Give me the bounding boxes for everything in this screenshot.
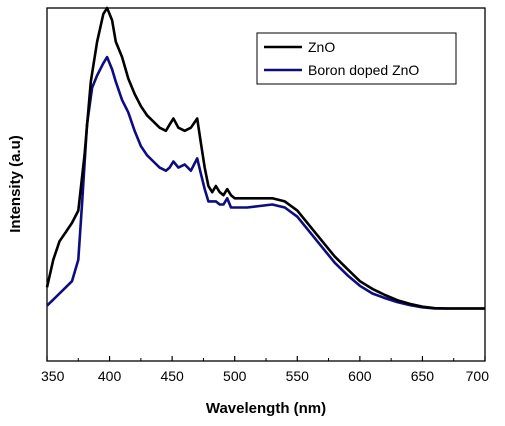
x-tick-label: 450 (160, 368, 184, 384)
legend-label-zno: ZnO (308, 39, 335, 55)
legend-label-boron-doped-zno: Boron doped ZnO (308, 62, 419, 78)
x-ticks-layer: 350 400 450 500 550 600 650 700 (41, 356, 489, 384)
x-axis-title: Wavelength (nm) (206, 400, 326, 417)
x-tick-label: 500 (223, 368, 247, 384)
x-tick-label: 700 (466, 368, 490, 384)
series-line-boron-doped-zno (46, 55, 485, 310)
x-tick-label: 600 (348, 368, 372, 384)
x-tick-label: 550 (286, 368, 310, 384)
x-tick-label: 650 (411, 368, 435, 384)
x-tick-label: 400 (98, 368, 122, 384)
legend: ZnO Boron doped ZnO (256, 32, 457, 85)
series-line-zno (45, 6, 485, 310)
x-tick-label: 350 (41, 368, 65, 384)
series-layer (45, 6, 485, 310)
legend-box (256, 32, 457, 85)
y-axis-title: Intensity (a.u) (7, 135, 24, 233)
